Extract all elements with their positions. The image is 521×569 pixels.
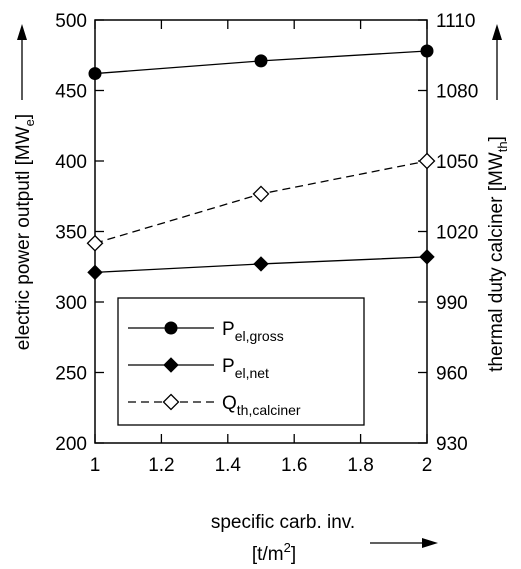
y-left-axis-title: electric power outputl [MWe]	[13, 114, 37, 350]
x-tick-label: 1.2	[148, 455, 174, 476]
series-0-point-0	[88, 67, 102, 81]
series-1-point-2	[419, 249, 435, 265]
legend-label-main: Q	[222, 393, 237, 414]
y-left-tick-label: 300	[55, 293, 87, 314]
x-tick-label: 1.6	[281, 455, 307, 476]
y-right-tick-label: 1050	[436, 152, 478, 173]
series-2-point-1	[252, 185, 270, 203]
y-left-arrow-head	[17, 24, 27, 40]
y-right-tick-label: 930	[436, 434, 468, 455]
x-tick-label: 1.8	[347, 455, 373, 476]
legend-label-1: Pel,net	[222, 356, 269, 381]
y-right-tick-label: 1020	[436, 223, 478, 244]
y-right-tick-label: 1080	[436, 82, 478, 103]
y-right-tick-label: 960	[436, 364, 468, 385]
x-title-sup: 2	[284, 540, 291, 555]
y-right-title-close: ]	[486, 136, 507, 141]
legend-label-main: P	[222, 319, 235, 340]
y-left-tick-label: 350	[55, 223, 87, 244]
series-2-point-0	[86, 234, 104, 252]
x-tick-label: 2	[422, 455, 433, 476]
legend-label-sub: th,calciner	[237, 402, 301, 418]
y-right-tick-label: 1110	[436, 11, 475, 32]
y-left-tick-label: 400	[55, 152, 87, 173]
y-left-tick-label: 250	[55, 364, 87, 385]
y-right-title-main: thermal duty calciner [MW	[486, 152, 507, 372]
x-axis-title-line2: [t/m2]	[252, 540, 296, 565]
y-left-title-sub: e	[22, 119, 37, 126]
x-title-post: ]	[291, 544, 296, 565]
y-right-axis-title: thermal duty calciner [MWth]	[486, 136, 510, 372]
series-2-point-2	[418, 152, 436, 170]
y-left-tick-label: 500	[55, 11, 87, 32]
y-left-title-close: ]	[13, 114, 34, 119]
y-right-tick-label: 990	[436, 293, 468, 314]
axis-labels: electric power outputl [MWe]thermal duty…	[13, 24, 510, 565]
x-axis-title-line1: specific carb. inv.	[211, 512, 355, 533]
legend-label-sub: el,gross	[235, 328, 284, 344]
legend-marker-1	[163, 357, 179, 373]
y-right-title-sub: th	[495, 141, 510, 152]
series-0-point-2	[420, 44, 434, 58]
series-0-point-1	[254, 54, 268, 68]
x-tick-label: 1	[90, 455, 101, 476]
legend-label-2: Qth,calciner	[222, 393, 301, 418]
x-arrow-head	[422, 538, 438, 548]
legend-label-main: P	[222, 356, 235, 377]
x-tick-label: 1.4	[215, 455, 242, 476]
y-left-tick-label: 200	[55, 434, 87, 455]
legend-label-0: Pel,gross	[222, 319, 284, 344]
series-1-point-0	[87, 264, 103, 281]
series-1-point-1	[253, 256, 269, 272]
series-layer	[86, 44, 436, 281]
legend-marker-0	[164, 321, 178, 335]
y-left-title-main: electric power outputl [MW	[13, 126, 34, 350]
y-right-arrow-head	[492, 24, 502, 40]
legend-marker-2	[162, 393, 180, 411]
legend-box	[117, 297, 365, 426]
x-title-pre: [t/m	[252, 544, 284, 565]
axis-ticks: 1 1.2 1.4 1.6 1.8 2 200 250 300 350 400 450 500 930 96…	[55, 11, 478, 476]
legend-label-sub: el,net	[235, 365, 269, 381]
y-left-tick-label: 450	[55, 82, 87, 103]
